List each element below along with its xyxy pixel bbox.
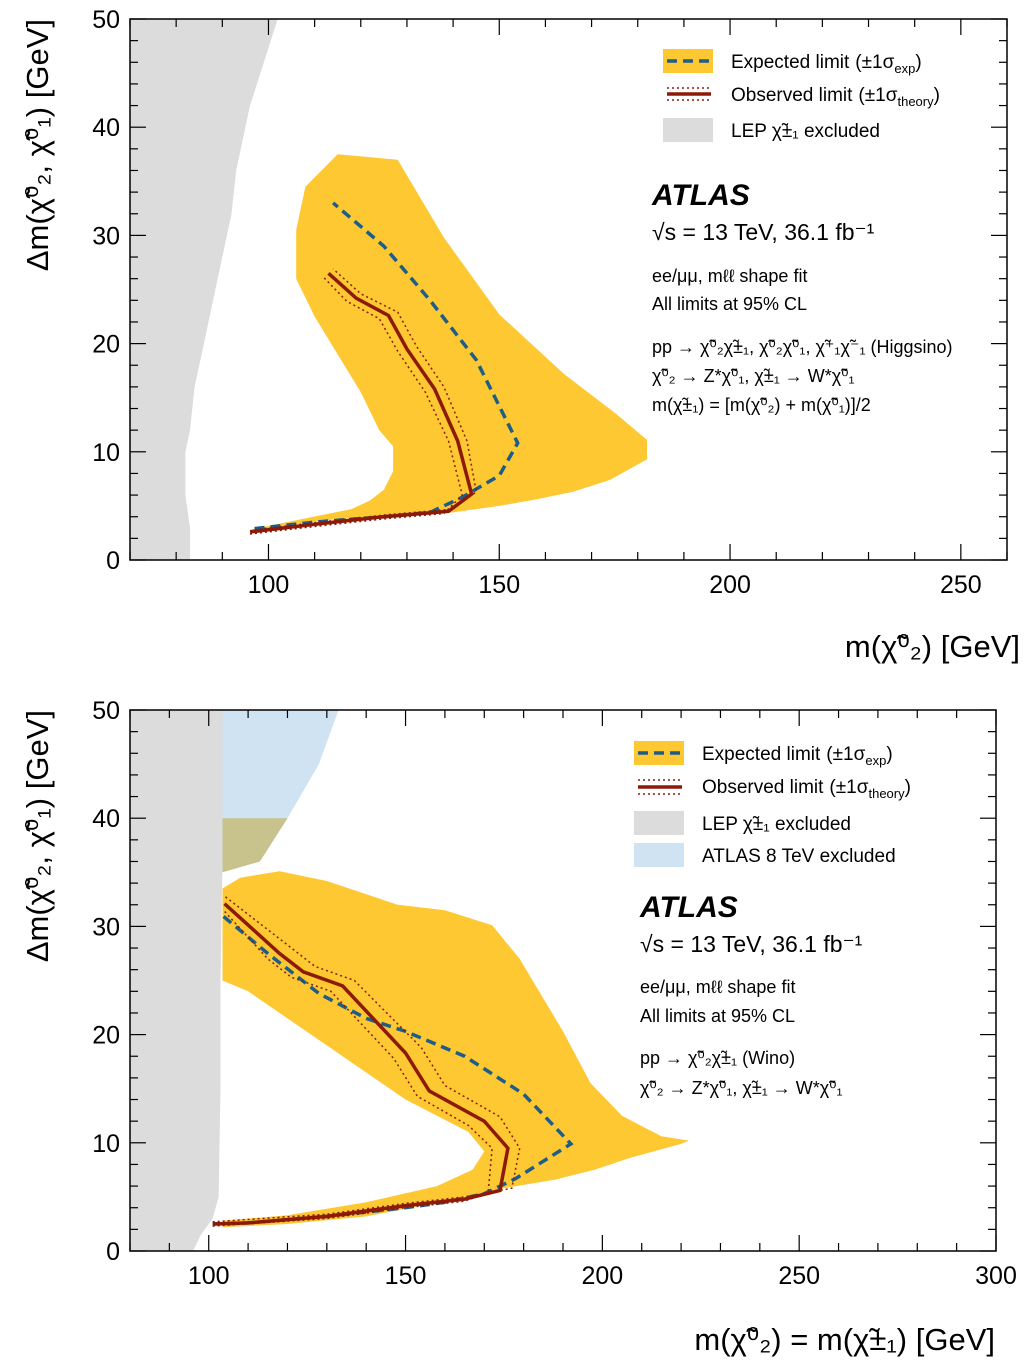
cl-label: All limits at 95% CL (652, 294, 807, 314)
legend-label-expected: Expected limit (±1σexp) (731, 52, 922, 76)
energy-lumi-label: √s = 13 TeV, 36.1 fb⁻¹ (652, 219, 875, 245)
fit-label: ee/μμ, mℓℓ shape fit (640, 977, 795, 997)
x-axis-label: m(χ̃⁰₂) [GeV] (845, 629, 1020, 664)
y-tick-label: 50 (92, 6, 120, 34)
chart-bottom: 100 150 200 250 300 0 10 20 30 40 50 Expected limi… (20, 697, 1017, 1357)
expected-1sigma-band (250, 154, 647, 534)
x-axis-label: m(χ̃⁰₂) = m(χ̃±₁) [GeV] (694, 1322, 995, 1357)
decay-label: χ̃⁰₂ → Z*χ̃⁰₁, χ̃±₁ → W*χ̃⁰₁ (652, 366, 855, 386)
x-tick-label: 300 (975, 1262, 1017, 1290)
y-axis-label: Δm(χ̃⁰₂, χ̃⁰₁) [GeV] (20, 710, 55, 962)
atlas8-band-overlap (222, 818, 288, 873)
y-tick-label: 20 (92, 331, 120, 359)
axis-ticks: 100 150 200 250 300 0 10 20 30 40 50 (92, 697, 1017, 1290)
expected-limit-line (212, 914, 574, 1226)
legend-label-observed: Observed limit (±1σtheory) (731, 85, 940, 109)
y-axis-label: Δm(χ̃⁰₂, χ̃⁰₁) [GeV] (20, 19, 55, 271)
plot-frame (129, 18, 1008, 561)
x-tick-label: 100 (248, 571, 290, 599)
axis-ticks: 100 150 200 250 0 10 20 30 40 50 (92, 6, 1008, 599)
theory-up-line (212, 910, 493, 1227)
x-tick-label: 100 (188, 1262, 230, 1290)
observed-limit-line (249, 271, 474, 534)
y-tick-label: 20 (92, 1022, 120, 1050)
energy-lumi-label: √s = 13 TeV, 36.1 fb⁻¹ (640, 931, 863, 957)
legend-swatch-atlas8 (634, 843, 684, 867)
y-tick-label: 10 (92, 439, 120, 467)
y-tick-label: 30 (92, 913, 120, 941)
process-label: pp → χ̃⁰₂χ̃±₁ (Wino) (640, 1048, 795, 1068)
y-tick-label: 30 (92, 222, 120, 250)
y-tick-label: 40 (92, 805, 120, 833)
observed-limit-line (212, 902, 510, 1226)
theory-up-line (249, 277, 464, 535)
legend-swatch-lep (663, 118, 713, 142)
y-tick-label: 40 (92, 114, 120, 142)
x-tick-label: 250 (940, 571, 982, 599)
legend-label-observed: Observed limit (±1σtheory) (702, 777, 911, 801)
y-tick-label: 0 (106, 1238, 120, 1266)
y-tick-label: 10 (92, 1130, 120, 1158)
legend-label-lep: LEP χ̃±₁ excluded (731, 121, 880, 142)
mass-relation-label: m(χ̃±₁) = [m(χ̃⁰₂) + m(χ̃⁰₁)]/2 (652, 395, 871, 415)
y-tick-label: 50 (92, 697, 120, 725)
x-tick-label: 200 (582, 1262, 624, 1290)
cl-label: All limits at 95% CL (640, 1006, 795, 1026)
x-tick-label: 150 (385, 1262, 427, 1290)
fit-label: ee/μμ, mℓℓ shape fit (652, 266, 807, 286)
atlas-label: ATLAS (639, 891, 738, 924)
y-tick-label: 0 (106, 547, 120, 575)
decay-label: χ̃⁰₂ → Z*χ̃⁰₁, χ̃±₁ → W*χ̃⁰₁ (640, 1078, 843, 1098)
lep-excluded-region (130, 19, 278, 560)
x-tick-label: 250 (778, 1262, 820, 1290)
legend: Expected limit (±1σexp) Observed limit (±1… (634, 741, 911, 867)
expected-limit-line (254, 201, 520, 531)
legend-swatch-lep (634, 811, 684, 835)
legend-label-atlas8: ATLAS 8 TeV excluded (702, 846, 896, 867)
x-tick-label: 200 (709, 571, 751, 599)
chart-top: 100 150 200 250 0 10 20 30 40 50 Expected limit (±… (20, 6, 1020, 664)
expected-1sigma-band (222, 871, 689, 1228)
x-tick-label: 150 (478, 571, 520, 599)
legend-label-expected: Expected limit (±1σexp) (702, 744, 893, 768)
atlas-label: ATLAS (651, 179, 750, 212)
legend-label-lep: LEP χ̃±₁ excluded (702, 814, 851, 835)
lep-excluded-region (130, 710, 223, 1251)
process-label: pp → χ̃⁰₂χ̃±₁, χ̃⁰₂χ̃⁰₁, χ̃⁺₁χ̃⁻₁ (Higgs… (652, 337, 953, 357)
legend: Expected limit (±1σexp) Observed limit (±1… (663, 49, 940, 142)
